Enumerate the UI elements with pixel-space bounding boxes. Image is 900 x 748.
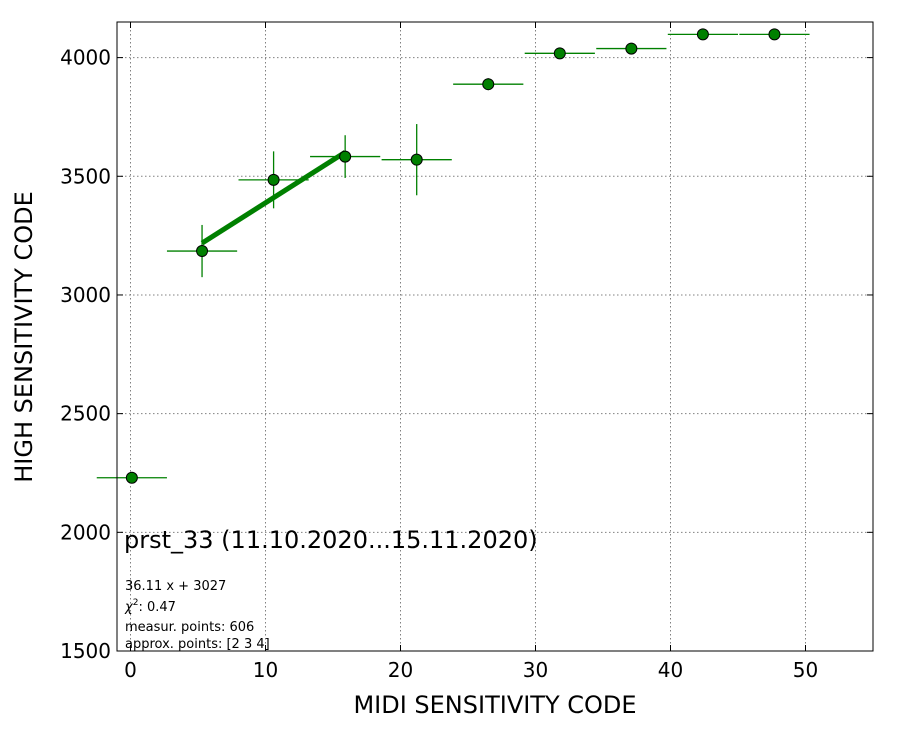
data-point: [696, 28, 709, 41]
y-tick-label: 3000: [60, 283, 111, 307]
data-point: [125, 471, 138, 484]
measur-points-text: measur. points: 606: [125, 620, 254, 635]
y-tick-label: 3500: [60, 164, 111, 188]
data-point: [553, 47, 566, 60]
chi-square-text: χ2: 0.47: [124, 598, 176, 615]
x-tick-label: 0: [124, 658, 137, 682]
x-tick-label: 40: [658, 658, 683, 682]
x-tick-label: 20: [388, 658, 413, 682]
data-point: [768, 28, 781, 41]
x-tick-label: 30: [523, 658, 548, 682]
grid-lines: [117, 22, 873, 651]
data-points: [125, 28, 781, 484]
data-point: [196, 245, 209, 258]
data-point: [625, 42, 638, 55]
x-tick-label: 10: [253, 658, 278, 682]
x-tick-label: 50: [793, 658, 818, 682]
x-axis-label: MIDI SENSITIVITY CODE: [353, 691, 636, 719]
plot-frame: [116, 21, 874, 652]
data-point: [410, 153, 423, 166]
data-point: [267, 173, 280, 186]
y-tick-label: 4000: [60, 46, 111, 70]
fit-line: [200, 150, 347, 246]
chart-annotation-title: prst_33 (11.10.2020...15.11.2020): [124, 526, 538, 554]
axis-ticks: [117, 22, 873, 652]
y-tick-label: 2500: [60, 402, 111, 426]
chi-symbol: χ: [124, 600, 134, 615]
y-tick-label: 2000: [60, 520, 111, 544]
fit-equation-text: 36.11 x + 3027: [125, 579, 226, 594]
data-point: [339, 150, 352, 163]
chi-exponent: 2: [133, 598, 139, 608]
tick-labels: 0 10 20 30 40 50 1500 2000 2500 3000 3500 4000: [60, 46, 818, 682]
approx-points-text: approx. points: [2 3 4]: [125, 637, 270, 652]
y-axis-label: HIGH SENSITIVITY CODE: [10, 191, 38, 483]
data-point: [482, 78, 495, 91]
chi-value: : 0.47: [138, 600, 175, 615]
y-tick-label: 1500: [60, 639, 111, 663]
fit-line-group: [200, 150, 347, 246]
